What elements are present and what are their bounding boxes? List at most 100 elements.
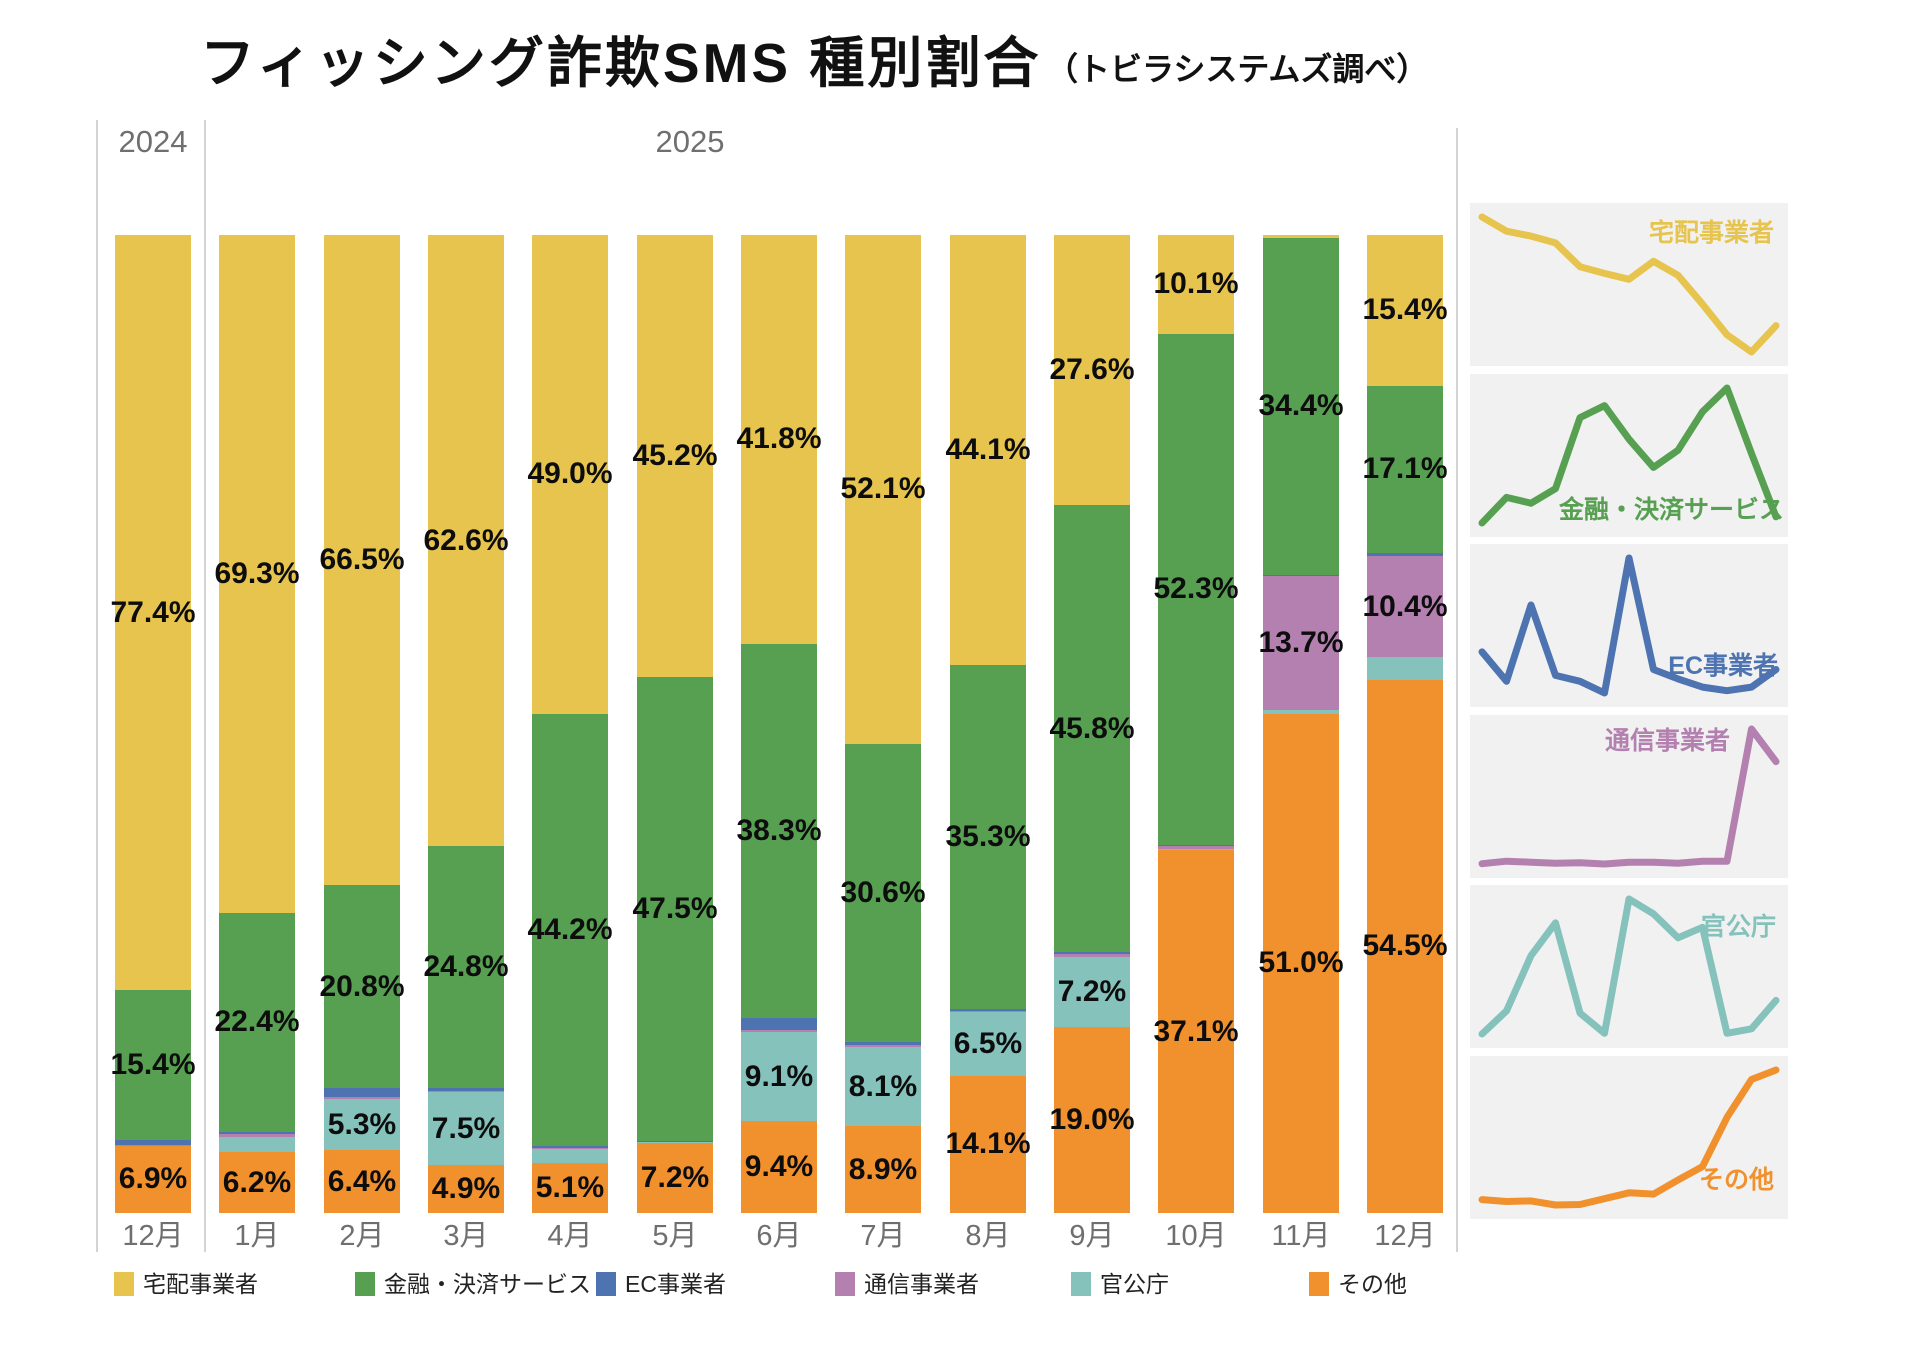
data-label: 37.1% [1153, 1014, 1239, 1048]
bar-segment-EC事業者-5月 [637, 1140, 713, 1142]
month-tick-label: 4月 [547, 1220, 593, 1252]
data-label: 49.0% [527, 457, 613, 491]
data-label: 22.4% [214, 1005, 300, 1039]
bar-segment-その他-5月 [637, 1142, 713, 1213]
data-label: 15.4% [110, 1048, 196, 1082]
bar-segment-通信事業者-6月 [741, 1030, 817, 1033]
bar-segment-通信事業者-12月 [1367, 555, 1443, 658]
sparkline-金融・決済サービス [1478, 384, 1780, 527]
bar-segment-金融・決済サービス-12月 [1367, 385, 1443, 553]
bar-segment-宅配事業者-5月 [637, 235, 713, 677]
month-tick-label: 12月 [1374, 1220, 1436, 1252]
year-label-2024: 2024 [118, 124, 188, 159]
data-label: 14.1% [945, 1127, 1031, 1161]
data-label: 6.9% [118, 1162, 188, 1196]
data-label: 62.6% [423, 523, 509, 557]
sparkline-通信事業者 [1478, 725, 1780, 868]
bar-segment-通信事業者-8月 [950, 1011, 1026, 1013]
bar-segment-宅配事業者-1月 [219, 235, 295, 913]
bar-segment-金融・決済サービス-8月 [950, 664, 1026, 1010]
data-label: 20.8% [319, 969, 405, 1003]
bar-segment-その他-6月 [741, 1121, 817, 1213]
sparkline-panel-金融・決済サービス: 金融・決済サービス [1470, 374, 1788, 537]
data-label: 10.1% [1153, 267, 1239, 301]
data-label: 52.1% [840, 472, 926, 506]
data-label: 77.4% [110, 595, 196, 629]
legend-swatch-icon [355, 1272, 375, 1296]
sparkline-EC事業者 [1478, 554, 1780, 697]
data-label: 4.9% [431, 1172, 501, 1206]
legend-item-その他: その他 [1309, 1272, 1407, 1296]
sparkline-panel-EC事業者: EC事業者 [1470, 544, 1788, 707]
data-label: 35.3% [945, 819, 1031, 853]
bar-segment-宅配事業者-6月 [741, 235, 817, 644]
bar-segment-宅配事業者-12月 [1367, 235, 1443, 386]
sparkline-label-その他: その他 [1698, 1166, 1774, 1194]
bar-segment-官公庁-3月 [428, 1091, 504, 1166]
legend-label: 金融・決済サービス [384, 1270, 591, 1297]
data-label: 7.2% [640, 1160, 710, 1194]
bar-segment-官公庁-9月 [1054, 956, 1130, 1028]
data-label: 30.6% [840, 875, 926, 909]
bar-segment-その他-7月 [845, 1126, 921, 1213]
data-label: 47.5% [632, 891, 718, 925]
bar-segment-金融・決済サービス-9月 [1054, 504, 1130, 953]
sparkline-panel-その他: その他 [1470, 1056, 1788, 1219]
bar-segment-宅配事業者-10月 [1158, 235, 1234, 334]
legend-label: 官公庁 [1100, 1270, 1169, 1297]
month-tick-label: 8月 [965, 1220, 1011, 1252]
bar-segment-その他-9月 [1054, 1027, 1130, 1213]
bar-segment-通信事業者-3月 [428, 1090, 504, 1092]
sparkline-label-通信事業者: 通信事業者 [1604, 727, 1730, 755]
bar-segment-その他-10月 [1158, 850, 1234, 1213]
bar-segment-金融・決済サービス-3月 [428, 846, 504, 1089]
bar-segment-通信事業者-7月 [845, 1045, 921, 1048]
sparkline-panel-宅配事業者: 宅配事業者 [1470, 203, 1788, 366]
data-label: 10.4% [1362, 589, 1448, 623]
bar-segment-その他-1月 [219, 1152, 295, 1213]
bar-segment-EC事業者-4月 [532, 1145, 608, 1148]
month-tick-label: 10月 [1165, 1220, 1227, 1252]
legend-swatch-icon [114, 1272, 134, 1296]
bar-segment-宅配事業者-2月 [324, 235, 400, 886]
bar-segment-宅配事業者-4月 [532, 235, 608, 714]
data-label: 44.1% [945, 432, 1031, 466]
bar-segment-EC事業者-10月 [1158, 845, 1234, 847]
data-label: 6.5% [953, 1026, 1023, 1060]
bar-segment-EC事業者-7月 [845, 1042, 921, 1046]
data-label: 13.7% [1258, 626, 1344, 660]
legend-label: 宅配事業者 [143, 1270, 258, 1297]
bar-segment-EC事業者-1月 [219, 1131, 295, 1134]
data-label: 34.4% [1258, 389, 1344, 423]
bar-segment-金融・決済サービス-10月 [1158, 333, 1234, 846]
month-tick-label: 7月 [860, 1220, 906, 1252]
month-tick-label: 5月 [652, 1220, 698, 1252]
bar-segment-EC事業者-3月 [428, 1088, 504, 1091]
bar-segment-官公庁-2月 [324, 1098, 400, 1151]
bar-segment-宅配事業者-8月 [950, 235, 1026, 665]
legend-item-通信事業者: 通信事業者 [835, 1272, 979, 1296]
axis-line-left [96, 120, 98, 1252]
data-label: 9.4% [744, 1150, 814, 1184]
data-label: 7.2% [1057, 975, 1127, 1009]
bar-segment-通信事業者-2月 [324, 1096, 400, 1099]
bar-segment-宅配事業者-12月 [115, 235, 191, 991]
data-label: 8.9% [848, 1152, 918, 1186]
legend-label: EC事業者 [625, 1270, 726, 1297]
data-label: 9.1% [744, 1059, 814, 1093]
legend-swatch-icon [835, 1272, 855, 1296]
data-label: 15.4% [1362, 293, 1448, 327]
sparkline-label-官公庁: 官公庁 [1700, 913, 1776, 941]
bar-segment-その他-12月 [115, 1145, 191, 1213]
data-label: 45.2% [632, 438, 718, 472]
bar-segment-官公庁-11月 [1263, 710, 1339, 714]
data-label: 6.4% [327, 1164, 397, 1198]
bar-segment-EC事業者-8月 [950, 1009, 1026, 1012]
sparkline-宅配事業者 [1478, 213, 1780, 356]
data-label: 54.5% [1362, 929, 1448, 963]
legend-item-官公庁: 官公庁 [1071, 1272, 1169, 1296]
data-label: 66.5% [319, 543, 405, 577]
year-label-2025: 2025 [655, 124, 725, 159]
bar-segment-その他-8月 [950, 1075, 1026, 1213]
